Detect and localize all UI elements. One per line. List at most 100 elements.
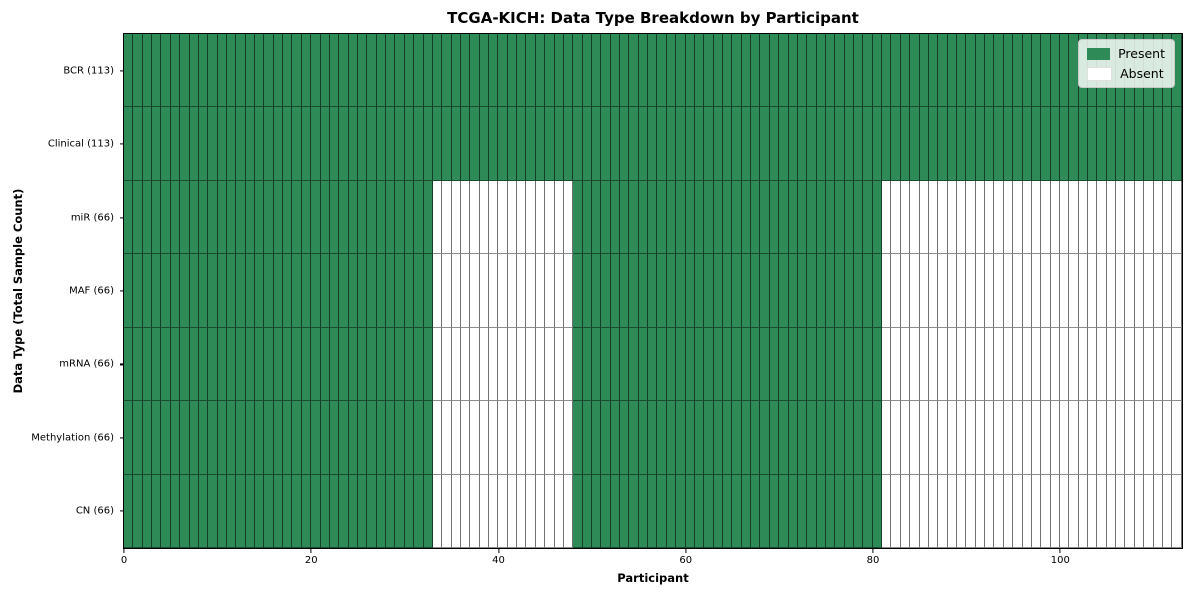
heatmap-cell — [470, 401, 480, 475]
x-tick-label: 100 — [1050, 555, 1070, 566]
heatmap-cell — [152, 180, 162, 255]
heatmap-cell — [507, 327, 518, 402]
heatmap-cell — [479, 180, 490, 255]
heatmap-cell — [947, 180, 957, 255]
heatmap-cell — [882, 180, 892, 255]
heatmap-cell — [723, 474, 733, 548]
heatmap-cell — [226, 34, 237, 108]
heatmap-cell — [526, 34, 536, 108]
heatmap-cell — [545, 327, 555, 402]
heatmap-cell — [1003, 474, 1014, 548]
heatmap-cell — [245, 180, 256, 255]
heatmap-cell — [198, 180, 209, 255]
heatmap-cell — [395, 401, 405, 475]
heatmap-cell — [142, 180, 153, 255]
heatmap-cell — [760, 327, 770, 402]
heatmap-cell — [404, 327, 415, 402]
heatmap-cell — [311, 107, 321, 181]
heatmap-cell — [170, 401, 181, 475]
heatmap-cell — [414, 180, 424, 255]
heatmap-cell — [863, 107, 873, 181]
heatmap-cell — [966, 254, 976, 328]
heatmap-cell — [835, 327, 845, 402]
heatmap-cell — [554, 254, 564, 328]
heatmap-cell — [1172, 254, 1182, 328]
heatmap-cell — [629, 34, 639, 108]
heatmap-cell — [498, 180, 508, 255]
heatmap-cell — [217, 254, 227, 328]
heatmap-cell — [1097, 180, 1107, 255]
heatmap-cell — [723, 401, 733, 475]
heatmap-cell — [1059, 107, 1070, 181]
heatmap-cell — [751, 327, 761, 402]
heatmap-cell — [161, 401, 171, 475]
heatmap-cell — [1031, 401, 1042, 475]
heatmap-cell — [311, 34, 321, 108]
heatmap-cell — [1106, 474, 1117, 548]
heatmap-cell — [1097, 327, 1107, 402]
heatmap-cell — [357, 107, 368, 181]
heatmap-cell — [854, 474, 864, 548]
heatmap-cell — [217, 34, 227, 108]
heatmap-cell — [432, 34, 443, 108]
heatmap-cell — [217, 474, 227, 548]
heatmap-cell — [985, 401, 995, 475]
heatmap-cell — [1050, 254, 1060, 328]
heatmap-cell — [760, 180, 770, 255]
heatmap-cell — [1125, 401, 1135, 475]
heatmap-cell — [685, 34, 695, 108]
heatmap-cell — [1162, 180, 1173, 255]
heatmap-cell — [910, 34, 920, 108]
heatmap-cell — [751, 34, 761, 108]
heatmap-cell — [648, 180, 658, 255]
x-tick-label: 0 — [120, 555, 128, 566]
heatmap-cell — [386, 180, 396, 255]
heatmap-cell — [694, 254, 705, 328]
heatmap-cell — [301, 180, 312, 255]
heatmap-cell — [573, 474, 583, 548]
heatmap-cell — [264, 254, 274, 328]
heatmap-cell — [423, 254, 433, 328]
heatmap-cell — [900, 107, 911, 181]
heatmap-cell — [723, 254, 733, 328]
heatmap-cell — [666, 107, 677, 181]
heatmap-cell — [1003, 254, 1014, 328]
heatmap-cell — [620, 180, 630, 255]
heatmap-cell — [404, 34, 415, 108]
heatmap-cell — [124, 327, 134, 402]
heatmap-cell — [779, 254, 789, 328]
heatmap-cell — [311, 474, 321, 548]
heatmap-cell — [320, 180, 330, 255]
heatmap-cell — [1153, 107, 1163, 181]
heatmap-cell — [1097, 474, 1107, 548]
heatmap-cell — [610, 107, 621, 181]
heatmap-cell — [816, 474, 826, 548]
heatmap-cell — [226, 180, 237, 255]
heatmap-cell — [741, 107, 752, 181]
heatmap-cell — [208, 254, 218, 328]
heatmap-cell — [900, 180, 911, 255]
heatmap-cell — [348, 401, 358, 475]
heatmap-cell — [367, 327, 377, 402]
heatmap-cell — [1153, 254, 1163, 328]
heatmap-cell — [292, 401, 302, 475]
heatmap-cell — [1162, 254, 1173, 328]
heatmap-cell — [311, 254, 321, 328]
heatmap-cell — [910, 254, 920, 328]
heatmap-cell — [741, 327, 752, 402]
heatmap-cell — [273, 180, 284, 255]
heatmap-cell — [264, 474, 274, 548]
heatmap-cell — [1031, 327, 1042, 402]
heatmap-cell — [994, 34, 1004, 108]
heatmap-cell — [507, 107, 518, 181]
heatmap-cell — [610, 327, 621, 402]
heatmap-cell — [816, 107, 826, 181]
heatmap-cell — [591, 474, 602, 548]
heatmap-cell — [620, 327, 630, 402]
heatmap-cell — [1078, 327, 1089, 402]
heatmap-cell — [947, 107, 957, 181]
heatmap-cell — [1078, 180, 1089, 255]
x-tick-mark — [123, 549, 125, 553]
heatmap-cell — [507, 254, 518, 328]
heatmap-cell — [779, 107, 789, 181]
